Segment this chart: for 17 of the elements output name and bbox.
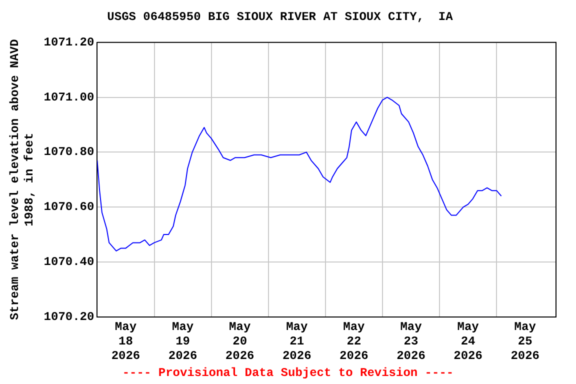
text: ---- Provisional Data Subject to Revision ----: [121, 366, 455, 380]
y-tick-label: 1071.00: [44, 90, 94, 104]
y-tick-label: 1070.20: [44, 310, 94, 324]
y-tick-label: 1070.60: [44, 200, 94, 214]
x-tick-label: May 21 2026: [282, 320, 312, 363]
x-tick-label: May 18 2026: [111, 320, 140, 363]
x-tick-label: May 25 2026: [510, 320, 540, 363]
x-tick-label: May 22 2026: [340, 320, 368, 363]
y-axis-title: Stream water level elevation above NAVD 1988, in feet: [8, 39, 37, 320]
y-tick-label: 1071.20: [44, 35, 94, 50]
y-tick-label: 1070.80: [44, 145, 94, 160]
x-tick-label: May 23 2026: [396, 320, 426, 363]
x-tick-label: May 24 2026: [454, 320, 482, 363]
x-tick-label: May 19 2026: [168, 320, 198, 363]
x-tick-label: May 20 2026: [225, 320, 254, 363]
chart-title: USGS 06485950 BIG SIOUX RIVER AT SIOUX CITY, IA: [107, 10, 454, 24]
y-tick-label: 1070.40: [44, 254, 94, 269]
